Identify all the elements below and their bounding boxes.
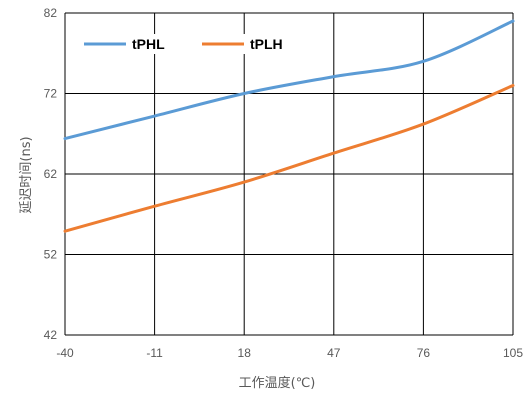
x-tick-label: 105 bbox=[503, 346, 523, 360]
series-lines bbox=[63, 19, 515, 233]
legend-label-tplh: tPLH bbox=[250, 36, 283, 52]
y-tick-label: 52 bbox=[44, 248, 58, 262]
x-tick-label: -40 bbox=[56, 346, 74, 360]
series-line-tphl bbox=[63, 19, 515, 141]
x-axis-title: 工作温度(℃) bbox=[239, 375, 316, 391]
y-axis-title: 延迟时间(ns) bbox=[19, 136, 34, 213]
legend-entry-bg bbox=[82, 34, 188, 54]
y-tick-label: 62 bbox=[44, 167, 58, 181]
x-tick-label: 47 bbox=[327, 346, 341, 360]
y-tick-label: 72 bbox=[44, 87, 58, 101]
legend: tPHL tPLH bbox=[82, 34, 306, 54]
x-tick-label: 76 bbox=[417, 346, 431, 360]
gridlines bbox=[64, 12, 514, 336]
x-tick-label: 18 bbox=[238, 346, 252, 360]
legend-label-tphl: tPHL bbox=[132, 36, 165, 52]
y-tick-label: 42 bbox=[44, 328, 58, 342]
y-tick-label: 82 bbox=[44, 6, 58, 20]
x-tick-label: -11 bbox=[146, 346, 163, 360]
tick-labels: 42 52 62 72 82 -40 -11 18 47 76 105 bbox=[44, 6, 524, 360]
legend-entry-bg bbox=[200, 34, 306, 54]
series-line-tplh bbox=[63, 83, 515, 233]
